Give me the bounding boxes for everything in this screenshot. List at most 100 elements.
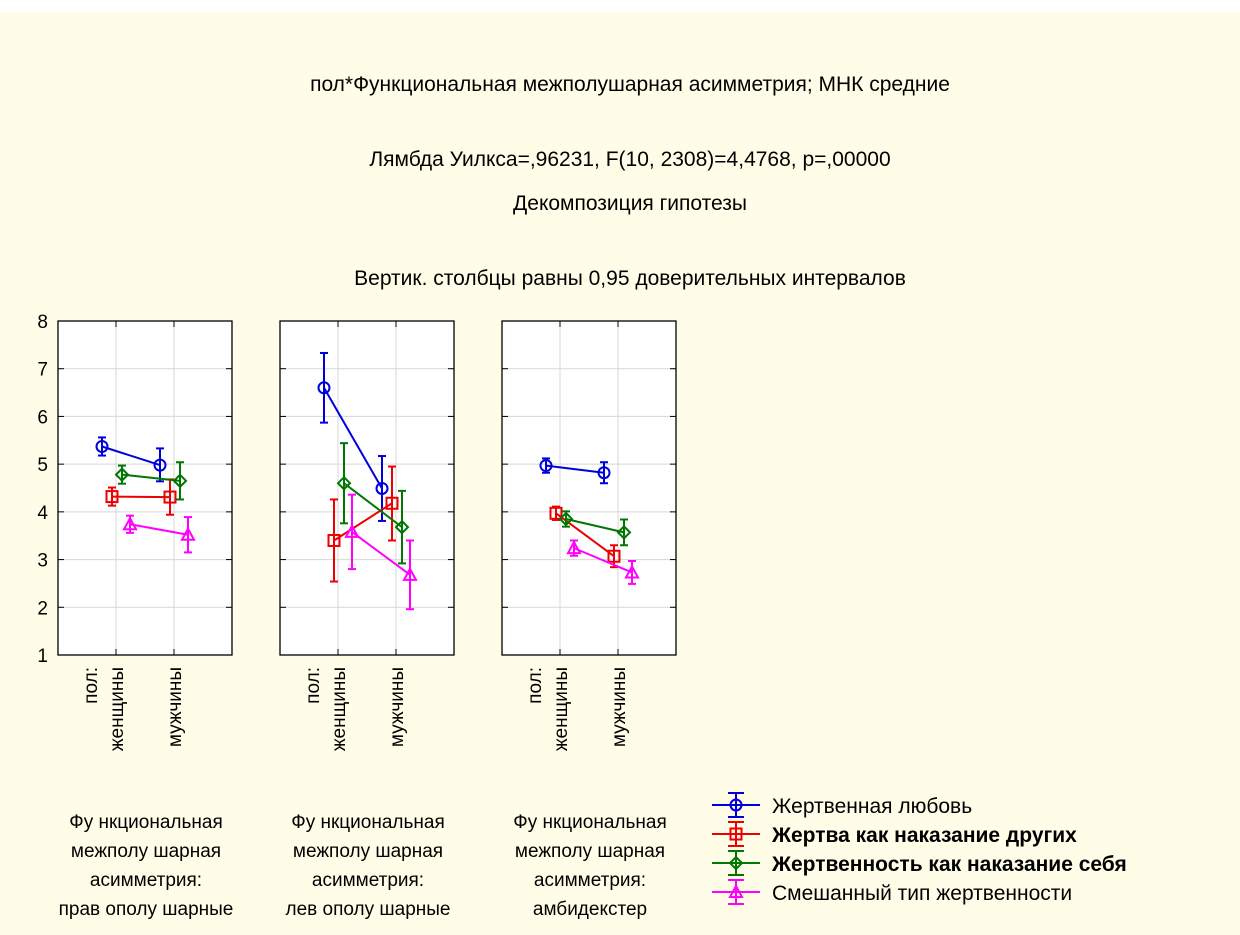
series-line: [565, 518, 625, 534]
chart-subtitle-decomposition: Декомпозиция гипотезы: [513, 192, 747, 215]
legend-label: Смешанный тип жертвенности: [772, 882, 1072, 905]
panel-label-line: асимметрия:: [90, 870, 202, 891]
series-2: [105, 478, 177, 516]
x-factor-label: пол:: [525, 667, 546, 704]
y-tick-label: 6: [37, 407, 48, 428]
series-4: [566, 539, 640, 585]
series-3: [336, 442, 410, 565]
data-point: [607, 549, 621, 563]
chart-panel-3: пол: женщины мужчины Фу нкциональная межполу…: [501, 320, 677, 920]
data-point: [317, 381, 331, 395]
y-tick-label: 3: [37, 551, 48, 572]
panel-label-line: асимметрия:: [312, 870, 424, 891]
data-point: [114, 467, 130, 483]
data-point: [616, 524, 632, 540]
panel-label-line: межполу шарная: [515, 841, 665, 862]
panel-label-line: асимметрия:: [534, 870, 646, 891]
panel-label-line: прав ополу шарные: [59, 899, 234, 920]
x-factor-label: пол:: [81, 667, 102, 704]
legend-label: Жертва как наказание других: [771, 824, 1077, 847]
panel-label-line: межполу шарная: [71, 841, 221, 862]
legend-marker: [728, 855, 744, 871]
data-point: [336, 475, 352, 491]
x-category-label: мужчины: [387, 667, 408, 747]
panel-label-line: Фу нкциональная: [291, 812, 444, 833]
data-point: [394, 519, 410, 535]
series-line: [101, 445, 161, 467]
legend-label: Жертвенная любовь: [772, 795, 972, 818]
legend-marker: [728, 883, 744, 898]
data-point: [95, 439, 109, 453]
data-point: [402, 566, 418, 581]
series-4: [122, 514, 196, 554]
y-tick-label: 1: [37, 646, 48, 667]
data-point: [105, 490, 119, 504]
data-point: [624, 564, 640, 579]
panel-background: [280, 321, 454, 655]
panel-frame: [279, 320, 455, 656]
series-line: [343, 482, 403, 528]
panel-frame: [57, 320, 233, 656]
data-point: [327, 533, 341, 547]
legend-marker: [729, 798, 743, 812]
y-tick-label: 4: [37, 503, 48, 524]
x-category-label: женщины: [551, 667, 572, 751]
x-category-label: мужчины: [609, 667, 630, 747]
chart-panel-2: пол: женщины мужчины Фу нкциональная межполу…: [279, 320, 455, 920]
data-point: [549, 506, 563, 520]
legend-label: Жертвенность как наказание себя: [771, 853, 1127, 876]
x-factor-label: пол:: [303, 667, 324, 704]
legend-marker: [729, 827, 743, 841]
legend-item-1: Жертвенная любовь: [712, 792, 972, 818]
series-line: [545, 464, 605, 474]
panel-label-line: лев ополу шарные: [286, 899, 451, 920]
panel-background: [502, 321, 676, 655]
panel-label-line: межполу шарная: [293, 841, 443, 862]
series-1: [317, 351, 389, 522]
legend-item-2: Жертва как наказание других: [712, 821, 1077, 847]
y-tick-label: 5: [37, 455, 48, 476]
data-point: [172, 473, 188, 489]
chart-title: пол*Функциональная межполушарная асиммет…: [310, 73, 950, 96]
data-point: [597, 466, 611, 480]
data-point: [385, 496, 399, 510]
data-point: [122, 516, 138, 531]
x-category-label: женщины: [107, 667, 128, 751]
chart-subtitle-ci: Вертик. столбцы равны 0,95 доверительных…: [354, 267, 906, 290]
series-line: [129, 523, 189, 536]
series-1: [539, 457, 611, 485]
data-point: [153, 458, 167, 472]
data-point: [163, 490, 177, 504]
panel-label-line: Фу нкциональная: [513, 812, 666, 833]
chart-subtitle-stats: Лямбда Уилкса=,96231, F(10, 2308)=4,4768…: [369, 148, 890, 171]
panel-label-line: амбидекстер: [533, 899, 647, 920]
x-category-label: мужчины: [165, 667, 186, 747]
data-point: [344, 523, 360, 538]
y-tick-label: 2: [37, 598, 48, 619]
panel-frame: [501, 320, 677, 656]
data-point: [558, 511, 574, 527]
series-line: [351, 531, 411, 576]
series-line: [573, 547, 633, 574]
x-category-label: женщины: [329, 667, 350, 751]
series-line: [333, 502, 393, 542]
series-2: [327, 465, 399, 583]
legend-item-3: Жертвенность как наказание себя: [712, 850, 1127, 876]
data-point: [180, 526, 196, 541]
series-3: [558, 510, 632, 547]
y-tick-label: 7: [37, 360, 48, 381]
series-1: [95, 436, 167, 483]
series-line: [323, 387, 383, 489]
legend-item-4: Смешанный тип жертвенности: [712, 879, 1072, 905]
panel-background: [58, 321, 232, 655]
series-line: [121, 473, 181, 482]
series-4: [344, 493, 418, 611]
chart-panel-1: 1 2 3 4 5 6 7 8 пол: женщины мужчины Фу нкциональна…: [37, 312, 233, 920]
series-3: [114, 461, 188, 501]
data-point: [566, 540, 582, 555]
y-tick-label: 8: [37, 312, 48, 333]
chart-legend: Жертвенная любовь Жертва как наказание др…: [712, 792, 1127, 905]
